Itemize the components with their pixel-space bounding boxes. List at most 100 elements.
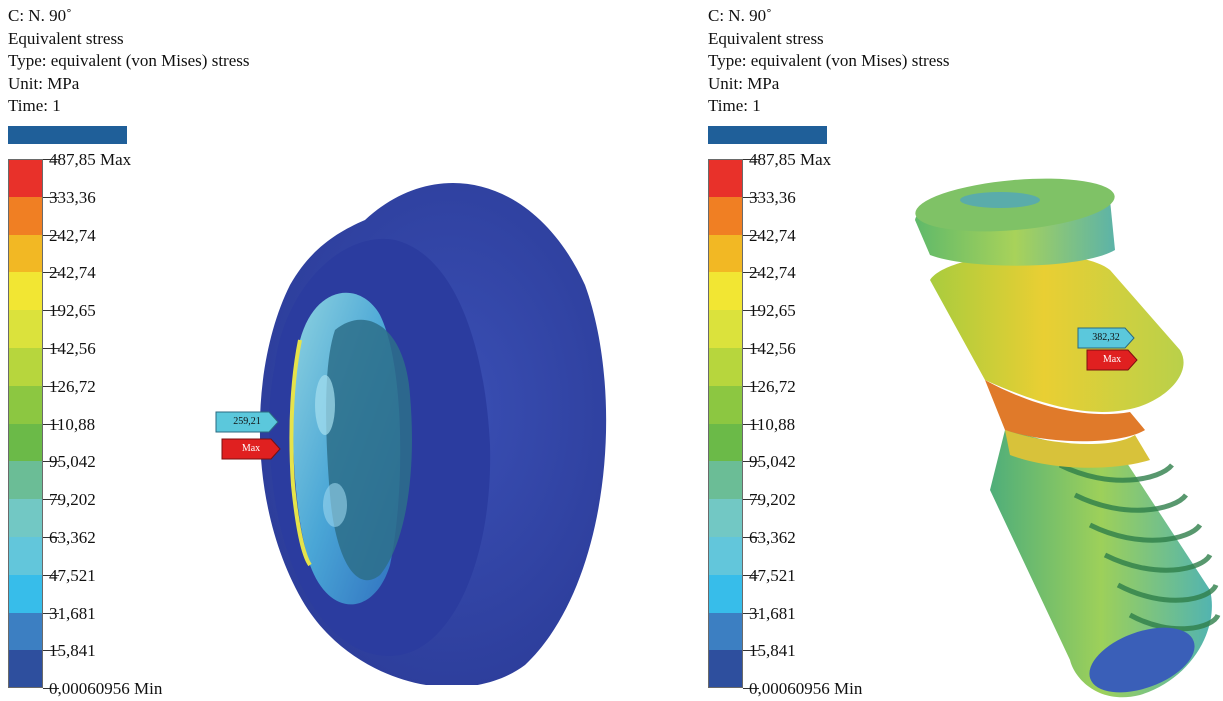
case-label: C: N. 90˚: [8, 6, 72, 25]
legend-value-label: 192,65: [749, 301, 796, 321]
probe-value-label: 259,21: [233, 416, 261, 427]
legend-swatch: [8, 612, 43, 651]
legend-swatch: [708, 310, 743, 348]
legend-swatch: [8, 461, 43, 500]
legend-tick: [743, 688, 759, 690]
legend-value-label: 0,00060956 Min: [49, 679, 163, 699]
legend-value-label: 333,36: [749, 187, 796, 207]
result-time: Time: 1: [708, 96, 761, 115]
legend-tick: [43, 650, 59, 652]
legend-swatch: [708, 272, 743, 311]
shaft-tip-face: [1089, 627, 1195, 693]
legend-tick: [43, 159, 59, 160]
legend-value-label: 487,85 Max: [49, 150, 132, 169]
legend-value-label: 0,00060956 Min: [749, 679, 863, 699]
legend-swatch: [8, 310, 43, 348]
legend-swatch: [708, 347, 743, 386]
legend-value-label: 15,841: [49, 641, 96, 661]
stress-legend: 487,85 Max 333,36 242,74 242,74 192,65 142,56…: [8, 151, 162, 697]
legend-tick: [743, 461, 759, 463]
result-unit: Unit: MPa: [8, 73, 80, 93]
legend-swatch: [708, 385, 743, 424]
legend-tick: [43, 385, 59, 387]
probe-value-label: 382,32: [1092, 332, 1120, 343]
legend-value-label: 63,362: [749, 528, 796, 547]
legend-swatch: [8, 347, 43, 386]
max-marker-label: Max: [241, 443, 261, 454]
legend-swatch: [8, 499, 43, 537]
result-color-bar: [708, 126, 827, 144]
legend-tick: [43, 348, 59, 349]
legend-swatch: [708, 234, 743, 273]
result-type: Type: equivalent (von Mises) stress: [708, 51, 950, 70]
legend-tick: [43, 688, 59, 690]
legend-value-label: 47,521: [49, 565, 96, 585]
shaft-head-spot: [960, 192, 1040, 208]
result-name: Equivalent stress: [708, 28, 824, 48]
legend-tick: [743, 196, 759, 198]
shaft-middle-body: [930, 253, 1184, 412]
max-marker-tag: Max: [221, 438, 281, 460]
legend-tick: [43, 574, 59, 576]
legend-value-label: 15,841: [749, 641, 796, 661]
legend-tick: [743, 612, 759, 614]
result-time: Time: 1: [8, 96, 61, 115]
legend-tick: [743, 385, 759, 387]
legend-tick: [43, 612, 59, 614]
result-type: Type: equivalent (von Mises) stress: [8, 51, 250, 70]
legend-tick: [743, 537, 759, 538]
case-label: C: N. 90˚: [708, 6, 772, 25]
legend-tick: [743, 272, 759, 274]
legend-swatch: [8, 159, 43, 197]
legend-value-label: 142,56: [49, 339, 96, 358]
legend-value-label: 333,36: [49, 187, 96, 207]
legend-value-label: 126,72: [749, 376, 796, 396]
shaft-neck: [1005, 430, 1150, 468]
legend-value-label: 192,65: [49, 301, 96, 321]
legend-swatch: [708, 159, 743, 197]
legend-tick: [743, 310, 759, 312]
legend-value-label: 142,56: [749, 339, 796, 358]
legend-tick: [743, 348, 759, 349]
result-name: Equivalent stress: [8, 28, 124, 48]
legend-swatch: [708, 461, 743, 500]
legend-tick: [743, 499, 759, 501]
shaft-middle-step: [985, 380, 1145, 442]
legend-swatch: [8, 196, 43, 235]
legend-swatch: [708, 574, 743, 613]
stepped-shaft-model: [915, 178, 1221, 698]
legend-tick: [43, 423, 59, 425]
ring-inner-face: [326, 319, 412, 581]
result-header: C: N. 90˚ Equivalent stress Type: equiva…: [8, 5, 250, 118]
result-panel-right: C: N. 90˚ Equivalent stress Type: equiva…: [700, 0, 1223, 701]
legend-tick: [43, 499, 59, 501]
legend-swatch: [708, 612, 743, 651]
legend-value-label: 31,681: [749, 603, 796, 623]
legend-swatch: [8, 423, 43, 462]
legend-swatch: [708, 650, 743, 689]
probe-value-tag: 259,21: [215, 411, 279, 433]
legend-value-label: 31,681: [49, 603, 96, 623]
legend-tick: [43, 537, 59, 538]
legend-value-label: 242,74: [49, 225, 96, 245]
thread-ridges: [1058, 462, 1221, 632]
result-header: C: N. 90˚ Equivalent stress Type: equiva…: [708, 5, 950, 118]
legend-tick: [43, 461, 59, 463]
legend-value-label: 487,85 Max: [749, 150, 832, 169]
legend-swatch: [8, 385, 43, 424]
legend-value-label: 79,202: [49, 490, 96, 510]
legend-value-label: 95,042: [749, 452, 796, 472]
probe-value-tag: 382,32: [1077, 327, 1135, 349]
legend-value-label: 242,74: [749, 263, 796, 283]
legend-tick: [743, 574, 759, 576]
legend-swatch: [8, 574, 43, 613]
legend-swatch: [708, 423, 743, 462]
legend-tick: [743, 159, 759, 160]
legend-swatch: [8, 234, 43, 273]
legend-value-label: 63,362: [49, 528, 96, 547]
legend-value-label: 47,521: [749, 565, 796, 585]
legend-tick: [743, 234, 759, 236]
legend-tick: [43, 272, 59, 274]
legend-value-label: 110,88: [749, 414, 796, 434]
legend-value-label: 95,042: [49, 452, 96, 472]
